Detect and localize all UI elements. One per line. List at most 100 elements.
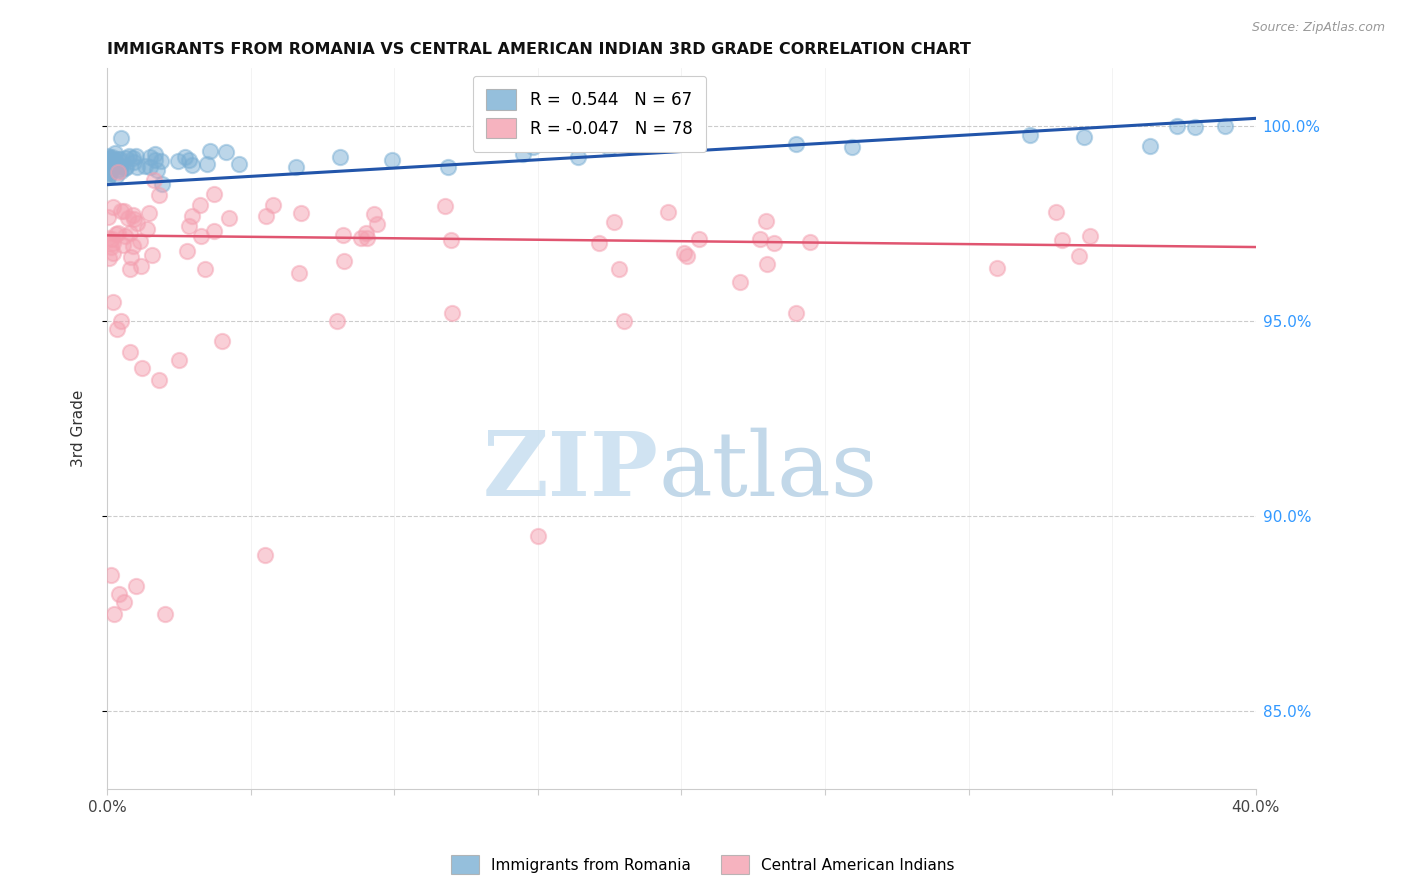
Point bbox=[98, 151, 121, 165]
Point bbox=[107, 164, 129, 178]
Point bbox=[440, 233, 463, 247]
Text: IMMIGRANTS FROM ROMANIA VS CENTRAL AMERICAN INDIAN 3RD GRADE CORRELATION CHART: IMMIGRANTS FROM ROMANIA VS CENTRAL AMERI… bbox=[107, 42, 972, 57]
Point bbox=[97, 169, 120, 184]
Point bbox=[153, 607, 176, 621]
Point bbox=[103, 158, 125, 172]
Point bbox=[107, 158, 129, 172]
Point bbox=[522, 140, 544, 154]
Point bbox=[139, 160, 162, 174]
Point bbox=[333, 254, 356, 268]
Point bbox=[101, 155, 124, 169]
Point bbox=[121, 151, 143, 165]
Point bbox=[366, 217, 388, 231]
Point bbox=[381, 153, 404, 167]
Point bbox=[288, 266, 311, 280]
Point bbox=[181, 158, 204, 172]
Point bbox=[108, 161, 131, 176]
Point bbox=[110, 314, 132, 328]
Point bbox=[167, 154, 190, 169]
Point bbox=[118, 149, 141, 163]
Point bbox=[104, 227, 127, 242]
Point bbox=[218, 211, 240, 225]
Point bbox=[204, 224, 226, 238]
Point bbox=[146, 163, 169, 178]
Point bbox=[1073, 130, 1095, 145]
Point bbox=[688, 232, 710, 246]
Point bbox=[111, 238, 134, 252]
Point bbox=[609, 262, 631, 277]
Point bbox=[98, 163, 121, 178]
Point bbox=[194, 261, 217, 276]
Point bbox=[98, 160, 121, 174]
Point bbox=[118, 345, 141, 359]
Point bbox=[110, 204, 132, 219]
Point bbox=[105, 322, 128, 336]
Point bbox=[104, 146, 127, 161]
Point bbox=[673, 246, 696, 260]
Point bbox=[97, 169, 120, 184]
Point bbox=[190, 229, 212, 244]
Point bbox=[755, 257, 778, 271]
Text: Source: ZipAtlas.com: Source: ZipAtlas.com bbox=[1251, 21, 1385, 34]
Point bbox=[434, 199, 457, 213]
Point bbox=[115, 151, 138, 165]
Point bbox=[122, 212, 145, 227]
Point bbox=[167, 353, 190, 368]
Point bbox=[101, 161, 124, 175]
Point bbox=[114, 229, 136, 244]
Point bbox=[117, 211, 139, 226]
Point bbox=[512, 147, 534, 161]
Point bbox=[290, 206, 312, 220]
Point bbox=[110, 164, 132, 178]
Point bbox=[262, 198, 284, 212]
Point bbox=[120, 261, 142, 276]
Point bbox=[107, 227, 129, 241]
Point bbox=[1166, 119, 1188, 133]
Point bbox=[122, 239, 145, 253]
Point bbox=[100, 567, 122, 582]
Point bbox=[114, 161, 136, 175]
Point bbox=[98, 251, 121, 265]
Point bbox=[356, 231, 378, 245]
Point bbox=[107, 587, 129, 601]
Point bbox=[841, 140, 863, 154]
Point bbox=[148, 187, 170, 202]
Point bbox=[107, 152, 129, 166]
Point bbox=[253, 548, 276, 562]
Point bbox=[98, 159, 121, 173]
Point bbox=[120, 227, 142, 241]
Point bbox=[101, 294, 124, 309]
Point bbox=[603, 215, 626, 229]
Point bbox=[329, 150, 352, 164]
Point bbox=[139, 150, 162, 164]
Point bbox=[188, 197, 211, 211]
Point bbox=[326, 314, 349, 328]
Point bbox=[588, 235, 610, 250]
Point bbox=[103, 607, 125, 621]
Point bbox=[527, 528, 550, 542]
Point bbox=[198, 144, 221, 158]
Point bbox=[141, 248, 163, 262]
Legend: Immigrants from Romania, Central American Indians: Immigrants from Romania, Central America… bbox=[446, 849, 960, 880]
Point bbox=[101, 232, 124, 246]
Point bbox=[98, 165, 121, 179]
Point bbox=[195, 157, 218, 171]
Y-axis label: 3rd Grade: 3rd Grade bbox=[72, 390, 86, 467]
Point bbox=[135, 221, 157, 235]
Text: atlas: atlas bbox=[658, 428, 877, 516]
Point bbox=[228, 156, 250, 170]
Point bbox=[115, 160, 138, 174]
Point bbox=[755, 214, 778, 228]
Legend: R =  0.544   N = 67, R = -0.047   N = 78: R = 0.544 N = 67, R = -0.047 N = 78 bbox=[474, 76, 706, 152]
Point bbox=[1184, 120, 1206, 134]
Point bbox=[108, 152, 131, 166]
Point bbox=[749, 232, 772, 246]
Point bbox=[986, 261, 1008, 276]
Point bbox=[177, 219, 200, 233]
Point bbox=[176, 244, 198, 258]
Point bbox=[1052, 233, 1074, 247]
Point bbox=[762, 235, 785, 250]
Point bbox=[143, 146, 166, 161]
Point bbox=[1067, 249, 1090, 263]
Point bbox=[100, 155, 122, 169]
